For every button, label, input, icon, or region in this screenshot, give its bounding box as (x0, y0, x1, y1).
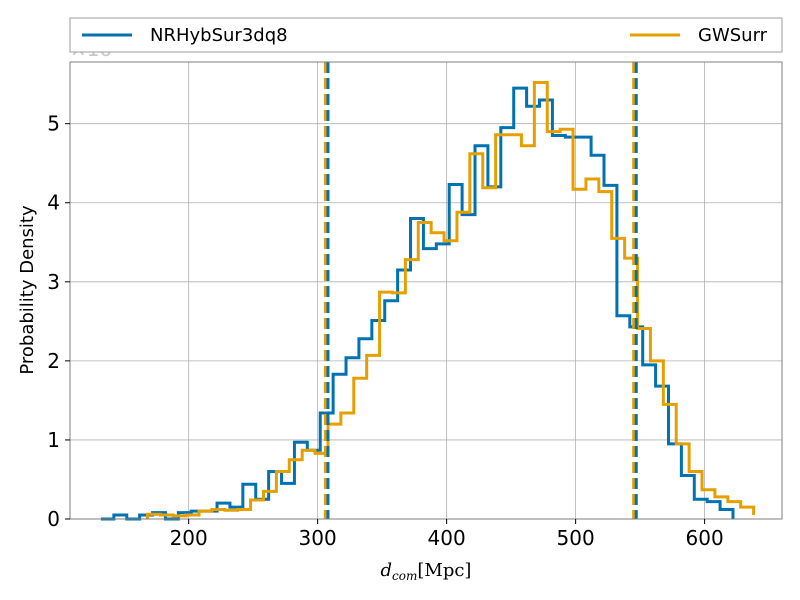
x-tick-label: 200 (170, 526, 208, 550)
y-tick-label: 0 (47, 507, 60, 531)
x-tick-label: 300 (299, 526, 337, 550)
x-tick-label: 400 (428, 526, 466, 550)
plot-frame (69, 61, 783, 520)
credible-interval-lines (323, 62, 638, 519)
y-tick-label: 4 (47, 191, 60, 215)
y-axis-label: Probability Density (17, 205, 38, 375)
grid (70, 62, 782, 520)
y-tick-label: 5 (47, 112, 60, 136)
x-tick-label: 600 (686, 526, 724, 550)
y-tick-label: 2 (47, 349, 60, 373)
x-tick-label: 500 (557, 526, 595, 550)
legend-label-gwsurr: GWSurr (698, 25, 768, 46)
histogram-nrhybsur3dq8 (100, 86, 735, 521)
x-axis-label: dcom[Mpc] (381, 560, 472, 583)
y-tick-label: 1 (47, 428, 60, 452)
legend-label-nrhybsur3dq8: NRHybSur3dq8 (150, 25, 288, 46)
histogram-gwsurr (145, 81, 756, 519)
ticks: 200 300 400 500 600 0 1 2 3 4 5 (47, 112, 723, 550)
y-tick-label: 3 (47, 270, 60, 294)
series-layer (100, 81, 756, 521)
legend: NRHybSur3dq8 GWSurr (69, 17, 783, 53)
